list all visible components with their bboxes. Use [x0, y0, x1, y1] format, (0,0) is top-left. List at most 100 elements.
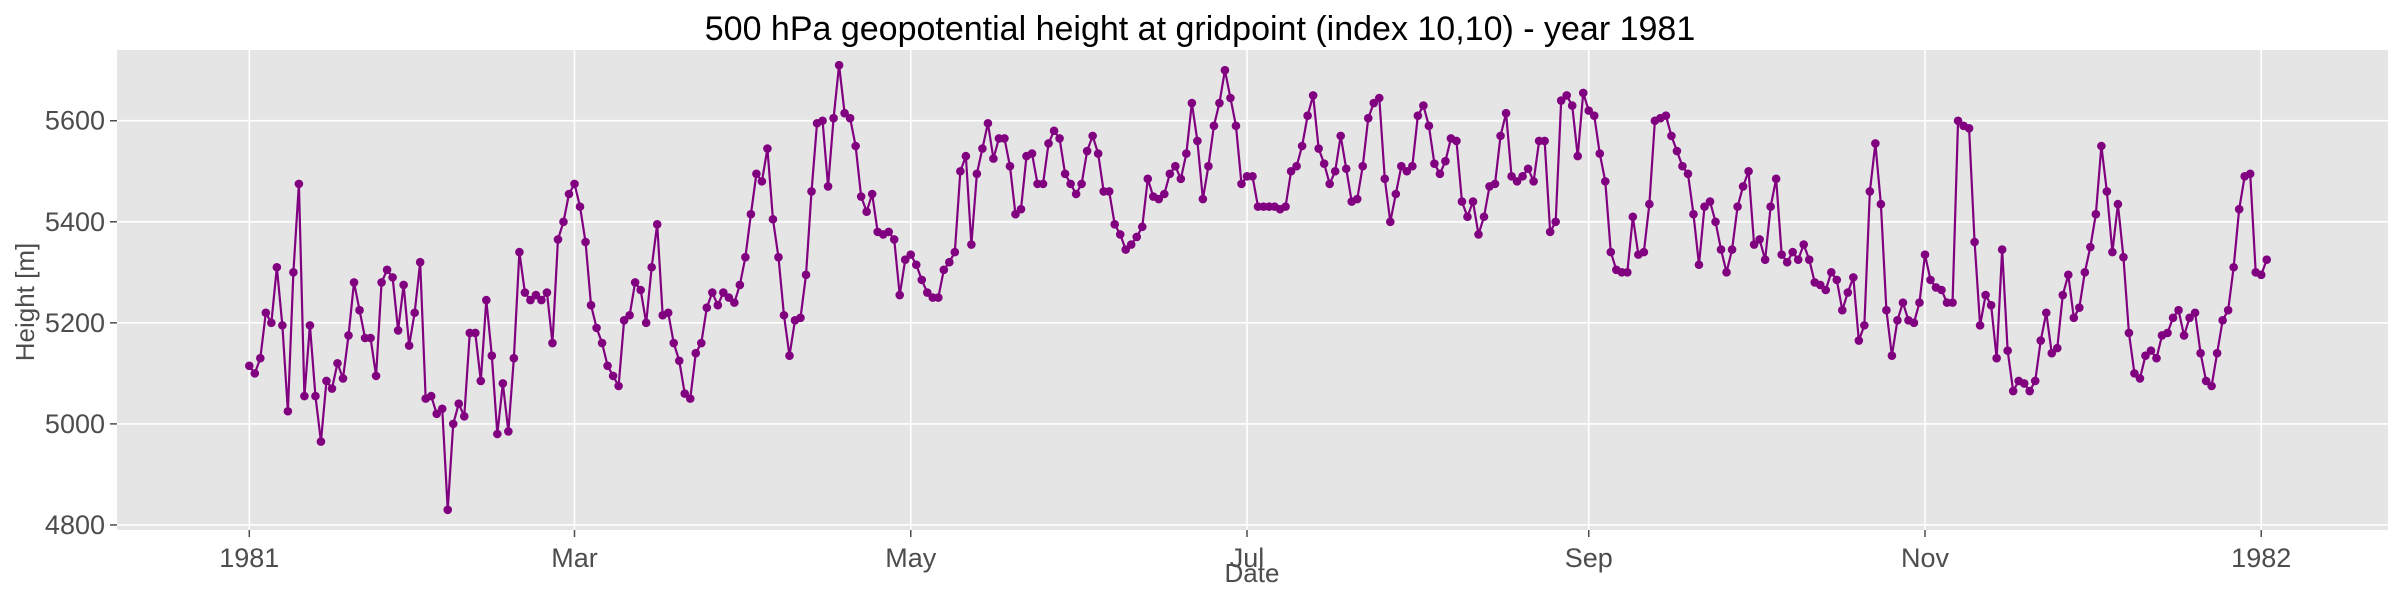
data-point: [1937, 285, 1946, 295]
data-point: [1628, 212, 1638, 222]
data-point: [1573, 151, 1583, 161]
data-point: [493, 429, 502, 439]
data-point: [1077, 179, 1086, 189]
data-point: [2234, 204, 2244, 214]
data-point: [2036, 336, 2046, 345]
data-point: [774, 252, 783, 262]
data-point: [625, 310, 634, 320]
data-point: [1584, 106, 1594, 115]
data-point: [371, 371, 381, 381]
data-point: [1705, 197, 1715, 206]
data-point: [1369, 98, 1379, 108]
data-point: [2025, 386, 2035, 396]
data-point: [1876, 199, 1886, 209]
data-point: [1749, 240, 1759, 249]
data-point: [1700, 202, 1709, 211]
data-point: [785, 351, 794, 360]
data-point: [1854, 336, 1864, 345]
y-tick-label: 5400: [45, 207, 105, 237]
data-point: [1523, 164, 1533, 174]
data-point: [1121, 245, 1131, 254]
data-point: [1799, 240, 1809, 249]
data-point: [900, 255, 910, 264]
data-point: [735, 280, 745, 290]
data-point: [2196, 348, 2205, 358]
data-point: [2124, 328, 2134, 338]
data-point: [1419, 101, 1428, 110]
data-point: [1727, 245, 1737, 254]
data-point: [1578, 88, 1588, 98]
data-point: [939, 265, 949, 275]
data-point: [1231, 121, 1241, 131]
data-point: [437, 404, 447, 414]
data-point: [1926, 275, 1935, 285]
data-point: [1402, 166, 1412, 176]
data-point: [1027, 149, 1037, 158]
data-point: [763, 144, 772, 153]
data-point: [553, 235, 563, 244]
data-point: [443, 505, 453, 515]
data-point: [2223, 305, 2233, 315]
data-point: [1606, 247, 1616, 257]
data-point: [2201, 376, 2211, 386]
data-point: [978, 144, 987, 153]
data-point: [1424, 121, 1434, 131]
data-point: [1948, 298, 1957, 307]
data-point: [1678, 161, 1687, 171]
data-point: [730, 298, 739, 307]
data-point: [1297, 141, 1307, 151]
data-point: [2185, 313, 2194, 323]
data-point: [2229, 262, 2238, 272]
data-point: [1871, 139, 1880, 148]
data-point: [1386, 217, 1395, 227]
data-point: [1336, 131, 1345, 141]
data-point: [1132, 232, 1142, 242]
data-point: [2113, 199, 2123, 209]
data-point: [1760, 255, 1770, 264]
data-point: [1529, 177, 1538, 186]
data-point: [807, 187, 816, 196]
data-point: [1341, 164, 1351, 174]
data-point: [1882, 305, 1891, 315]
data-point: [470, 328, 480, 338]
data-point: [244, 361, 254, 371]
data-point: [432, 409, 442, 419]
data-point: [1468, 197, 1478, 206]
data-point: [2146, 346, 2156, 355]
data-point: [399, 280, 408, 290]
data-point: [388, 273, 397, 282]
data-point: [2245, 169, 2255, 179]
data-point: [1821, 285, 1831, 295]
data-point: [2075, 303, 2084, 312]
data-point: [1551, 217, 1560, 227]
data-point: [459, 412, 469, 421]
data-point: [1887, 351, 1897, 360]
data-point: [724, 293, 734, 302]
data-point: [1055, 134, 1064, 143]
data-point: [884, 227, 893, 237]
data-point: [972, 169, 982, 179]
data-point: [1804, 255, 1814, 264]
data-point: [382, 265, 392, 275]
data-point: [322, 376, 331, 386]
data-point: [1672, 146, 1682, 156]
data-point: [1011, 209, 1020, 219]
data-point: [1165, 169, 1175, 179]
data-point: [564, 189, 574, 199]
data-point: [1044, 139, 1053, 148]
x-tick-label: May: [885, 543, 937, 573]
data-point: [1308, 91, 1318, 100]
data-point: [608, 371, 618, 381]
data-point: [1171, 161, 1180, 171]
data-point: [515, 247, 524, 257]
data-point: [845, 113, 855, 123]
data-point: [1088, 131, 1097, 141]
data-point: [1358, 161, 1368, 171]
data-point: [1722, 268, 1731, 277]
data-point: [2141, 351, 2150, 360]
data-point: [663, 308, 673, 318]
data-point: [796, 313, 805, 323]
data-point: [1204, 161, 1213, 171]
data-point: [680, 389, 690, 398]
